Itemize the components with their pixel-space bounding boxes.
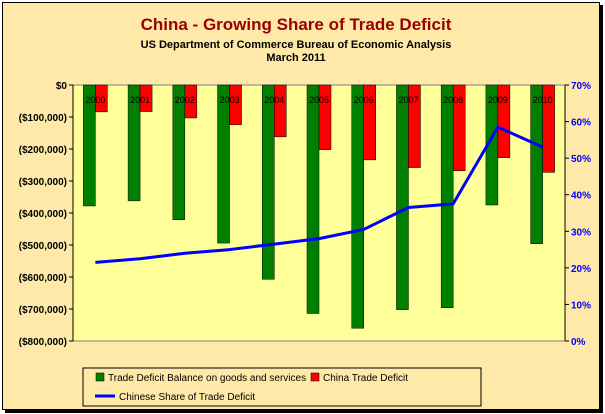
left-tick-label: ($500,000): [19, 241, 67, 252]
x-tick-label-2010: 2010: [533, 95, 553, 105]
chart-svg: China - Growing Share of Trade Deficit U…: [19, 15, 591, 407]
legend-box: [82, 367, 482, 407]
x-tick-label-2005: 2005: [309, 95, 329, 105]
left-tick-label: ($700,000): [19, 305, 67, 316]
x-tick-label-2004: 2004: [264, 95, 284, 105]
bar-trade-deficit-2007: [396, 84, 409, 310]
bar-china-deficit-2005: [318, 84, 332, 150]
bar-china-deficit-2010: [542, 84, 555, 173]
bar-china-deficit-2007: [408, 84, 421, 168]
left-tick-label: ($400,000): [19, 209, 67, 220]
x-tick-label-2002: 2002: [175, 95, 195, 105]
x-tick-label-2000: 2000: [85, 95, 105, 105]
bar-trade-deficit-2001: [127, 84, 141, 202]
bar-china-deficit-2002: [184, 84, 198, 119]
x-tick-label-2006: 2006: [354, 95, 374, 105]
bar-china-deficit-2004: [274, 84, 287, 138]
left-tick-label: ($300,000): [19, 177, 67, 188]
bar-china-deficit-2008: [452, 84, 466, 172]
legend-label-trade-deficit: Trade Deficit Balance on goods and servi…: [108, 373, 306, 384]
bar-trade-deficit-2006: [351, 84, 364, 329]
legend-label-china-deficit: China Trade Deficit: [323, 373, 408, 384]
right-tick-label: 20%: [571, 264, 591, 275]
bar-trade-deficit-2003: [217, 84, 230, 244]
chart-subtitle-date: March 2011: [266, 52, 325, 64]
bar-china-deficit-2009: [497, 84, 511, 158]
chart-subtitle: US Department of Commerce Bureau of Econ…: [141, 39, 452, 51]
legend-label-chinese-share: Chinese Share of Trade Deficit: [119, 392, 255, 403]
bar-trade-deficit-2000: [83, 84, 96, 207]
bar-trade-deficit-2005: [306, 84, 320, 314]
right-axis-group: 70% 60% 50% 40% 30% 20% 10% 0%: [564, 81, 591, 348]
x-tick-label-2008: 2008: [443, 95, 463, 105]
bar-trade-deficit-2010: [530, 84, 543, 244]
bar-china-deficit-2006: [363, 84, 376, 161]
bar-trade-deficit-2004: [262, 84, 275, 280]
x-tick-label-2009: 2009: [488, 95, 508, 105]
bar-trade-deficit-2008: [440, 84, 454, 308]
left-tick-label: ($800,000): [19, 337, 67, 348]
share-line-group: [95, 125, 544, 264]
bar-china-deficit-2001: [139, 84, 153, 112]
share-line: [95, 125, 544, 264]
x-tick-label-2001: 2001: [130, 95, 150, 105]
left-tick-label: ($200,000): [19, 145, 67, 156]
bars-group: [83, 84, 555, 329]
left-tick-label: ($100,000): [19, 113, 67, 124]
right-tick-label: 30%: [571, 227, 591, 238]
right-tick-label: 0%: [571, 337, 586, 348]
x-labels-group: 2000 2001 2002 2003 2004 2005 2006 2007 2008 2009…: [85, 95, 552, 105]
legend-swatch-green: [95, 372, 105, 382]
right-tick-label: 50%: [571, 154, 591, 165]
bar-trade-deficit-2002: [172, 84, 186, 220]
right-tick-label: 40%: [571, 191, 591, 202]
legend: Trade Deficit Balance on goods and servi…: [82, 367, 482, 407]
legend-swatch-red: [310, 372, 320, 382]
left-axis-group: $0 ($100,000) ($200,000) ($300,000) ($400,00…: [19, 81, 74, 348]
chart-frame: China - Growing Share of Trade Deficit U…: [2, 2, 600, 410]
bar-china-deficit-2003: [229, 84, 242, 125]
left-tick-label: $0: [56, 81, 68, 92]
left-tick-label: ($600,000): [19, 273, 67, 284]
right-tick-label: 60%: [571, 118, 591, 129]
right-tick-label: 10%: [571, 300, 591, 311]
x-tick-label-2007: 2007: [398, 95, 418, 105]
chart-title: China - Growing Share of Trade Deficit: [141, 15, 452, 34]
x-tick-label-2003: 2003: [220, 95, 240, 105]
right-tick-label: 70%: [571, 81, 591, 92]
bar-china-deficit-2000: [95, 84, 108, 113]
